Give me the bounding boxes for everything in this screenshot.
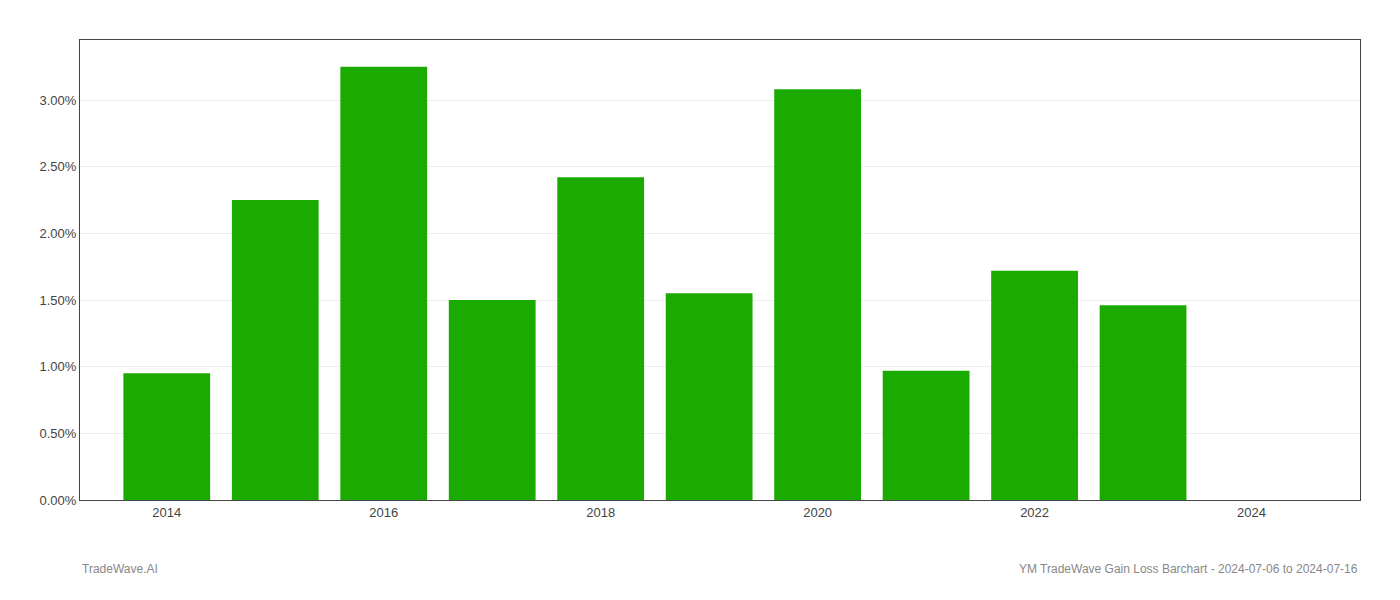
svg-text:2014: 2014	[152, 505, 181, 520]
svg-text:2.50%: 2.50%	[40, 159, 77, 174]
svg-text:2020: 2020	[803, 505, 832, 520]
svg-text:2022: 2022	[1020, 505, 1049, 520]
svg-text:1.50%: 1.50%	[40, 293, 77, 308]
svg-text:0.00%: 0.00%	[40, 493, 77, 508]
svg-text:2.00%: 2.00%	[40, 226, 77, 241]
svg-text:2024: 2024	[1237, 505, 1266, 520]
svg-text:2018: 2018	[586, 505, 615, 520]
svg-text:TradeWave.AI: TradeWave.AI	[82, 562, 158, 576]
svg-text:3.00%: 3.00%	[40, 93, 77, 108]
svg-text:YM TradeWave Gain Loss Barchar: YM TradeWave Gain Loss Barchart - 2024-0…	[1019, 562, 1358, 576]
svg-text:1.00%: 1.00%	[40, 359, 77, 374]
svg-text:2016: 2016	[369, 505, 398, 520]
svg-text:0.50%: 0.50%	[40, 426, 77, 441]
